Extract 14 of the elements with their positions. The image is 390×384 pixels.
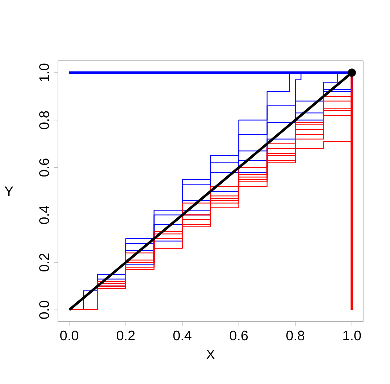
x-axis-title: X <box>206 350 216 360</box>
y-tick-label: 0.4 <box>40 206 50 224</box>
x-tick-label: 0.2 <box>117 330 135 341</box>
x-tick-label: 0.4 <box>174 330 192 341</box>
y-tick-label: 0.8 <box>40 111 50 130</box>
y-axis-title: Y <box>4 186 14 196</box>
x-tick-label: 0.0 <box>60 330 79 341</box>
y-tick-label: 0.2 <box>40 254 50 272</box>
x-tick-label: 0.8 <box>286 330 305 341</box>
y-tick-label: 0.0 <box>40 301 50 320</box>
y-tick-label: 1.0 <box>40 64 50 82</box>
y-tick-label: 0.6 <box>40 158 50 177</box>
x-tick-label: 1.0 <box>344 330 362 341</box>
x-tick-label: 0.6 <box>230 330 248 341</box>
